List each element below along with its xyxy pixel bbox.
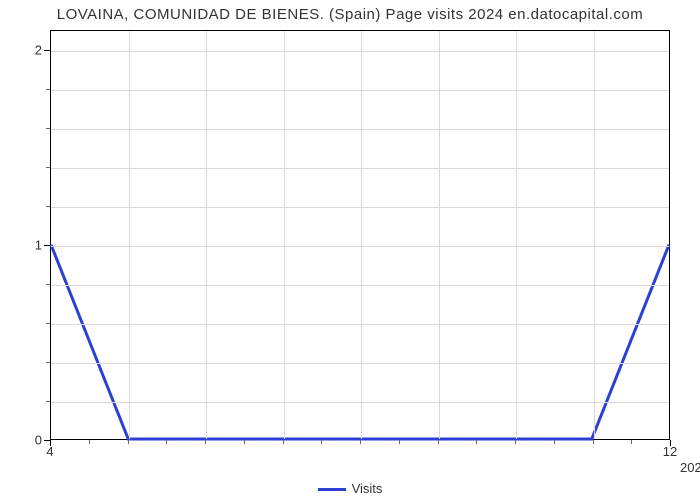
- y-axis-minor-tick: [46, 362, 50, 363]
- x-axis-minor-tick: [593, 440, 594, 444]
- x-axis-minor-tick: [89, 440, 90, 444]
- grid-line-vertical: [439, 31, 440, 439]
- grid-line-vertical: [361, 31, 362, 439]
- y-axis-minor-tick: [46, 206, 50, 207]
- grid-line-vertical: [129, 31, 130, 439]
- x-axis-minor-tick: [244, 440, 245, 444]
- y-axis-minor-tick: [46, 284, 50, 285]
- y-axis-minor-tick: [46, 401, 50, 402]
- legend-label: Visits: [352, 481, 383, 496]
- grid-line-horizontal: [51, 51, 669, 52]
- x-axis-minor-tick: [321, 440, 322, 444]
- y-axis-minor-tick: [46, 128, 50, 129]
- series-line-visits: [51, 245, 669, 439]
- y-axis-label: 1: [12, 237, 42, 252]
- grid-line-horizontal: [51, 402, 669, 403]
- x-axis-minor-tick: [438, 440, 439, 444]
- y-axis-minor-tick: [46, 89, 50, 90]
- x-axis-minor-tick: [283, 440, 284, 444]
- x-axis-label: 4: [46, 444, 53, 459]
- grid-and-series: [51, 31, 669, 439]
- x-axis-minor-tick: [205, 440, 206, 444]
- y-axis-tick: [44, 245, 50, 246]
- grid-line-vertical: [206, 31, 207, 439]
- grid-line-horizontal: [51, 363, 669, 364]
- x-axis-minor-tick: [554, 440, 555, 444]
- y-axis-label: 2: [12, 42, 42, 57]
- grid-line-horizontal: [51, 324, 669, 325]
- chart-container: LOVAINA, COMUNIDAD DE BIENES. (Spain) Pa…: [0, 0, 700, 500]
- grid-line-horizontal: [51, 90, 669, 91]
- y-axis-minor-tick: [46, 323, 50, 324]
- y-axis-label: 0: [12, 433, 42, 448]
- y-axis-minor-tick: [46, 167, 50, 168]
- grid-line-vertical: [284, 31, 285, 439]
- plot-area: [50, 30, 670, 440]
- x-axis-minor-tick: [166, 440, 167, 444]
- legend: Visits: [0, 481, 700, 496]
- grid-line-horizontal: [51, 129, 669, 130]
- grid-line-horizontal: [51, 285, 669, 286]
- x-axis-minor-tick: [515, 440, 516, 444]
- x-axis-minor-tick: [476, 440, 477, 444]
- y-axis-tick: [44, 50, 50, 51]
- grid-line-vertical: [594, 31, 595, 439]
- grid-line-horizontal: [51, 168, 669, 169]
- chart-title: LOVAINA, COMUNIDAD DE BIENES. (Spain) Pa…: [0, 6, 700, 23]
- x-axis-minor-tick: [399, 440, 400, 444]
- grid-line-horizontal: [51, 246, 669, 247]
- x-axis-minor-tick: [631, 440, 632, 444]
- x-axis-minor-tick: [128, 440, 129, 444]
- x-axis-tick: [50, 440, 51, 446]
- x-axis-tick: [670, 440, 671, 446]
- x-axis-label-truncated: 202: [680, 460, 700, 475]
- grid-line-horizontal: [51, 207, 669, 208]
- legend-swatch: [318, 488, 346, 491]
- x-axis-minor-tick: [360, 440, 361, 444]
- x-axis-label: 12: [663, 444, 677, 459]
- grid-line-vertical: [516, 31, 517, 439]
